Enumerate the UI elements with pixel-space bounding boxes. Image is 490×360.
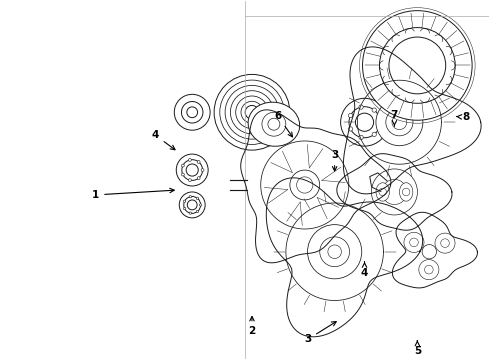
Circle shape: [372, 108, 376, 112]
Circle shape: [290, 170, 319, 200]
Text: 5: 5: [414, 341, 421, 356]
Text: 2: 2: [248, 316, 256, 336]
Text: 8: 8: [457, 112, 470, 122]
Circle shape: [176, 154, 208, 186]
Circle shape: [197, 161, 200, 163]
Circle shape: [422, 244, 437, 259]
Circle shape: [419, 260, 439, 280]
Text: 4: 4: [361, 262, 368, 278]
Circle shape: [245, 105, 259, 119]
Circle shape: [341, 98, 389, 146]
Ellipse shape: [248, 102, 300, 146]
Circle shape: [359, 105, 363, 109]
Circle shape: [363, 11, 472, 120]
Circle shape: [435, 233, 455, 253]
Circle shape: [189, 158, 191, 161]
Text: 3: 3: [331, 150, 338, 171]
Circle shape: [183, 200, 186, 202]
Circle shape: [371, 169, 417, 215]
Circle shape: [183, 207, 186, 210]
Text: 7: 7: [391, 110, 398, 126]
Ellipse shape: [399, 183, 413, 201]
Circle shape: [376, 99, 423, 146]
Circle shape: [378, 120, 382, 124]
Circle shape: [214, 75, 290, 150]
Circle shape: [181, 164, 184, 167]
Circle shape: [197, 177, 200, 180]
Circle shape: [372, 132, 376, 136]
Ellipse shape: [376, 183, 390, 201]
Circle shape: [189, 179, 191, 181]
Text: 4: 4: [152, 130, 175, 150]
Circle shape: [179, 192, 205, 218]
Circle shape: [308, 225, 362, 279]
Text: 6: 6: [274, 111, 293, 137]
Circle shape: [189, 195, 192, 198]
Circle shape: [348, 127, 353, 131]
Circle shape: [196, 197, 198, 199]
Text: 3: 3: [304, 321, 336, 345]
Circle shape: [348, 113, 353, 118]
Circle shape: [359, 135, 363, 140]
Circle shape: [189, 212, 192, 214]
Circle shape: [196, 210, 198, 213]
Circle shape: [199, 204, 202, 206]
Text: 1: 1: [92, 188, 174, 200]
Circle shape: [174, 94, 210, 130]
Circle shape: [181, 173, 184, 176]
Circle shape: [201, 168, 204, 171]
Circle shape: [404, 232, 424, 252]
